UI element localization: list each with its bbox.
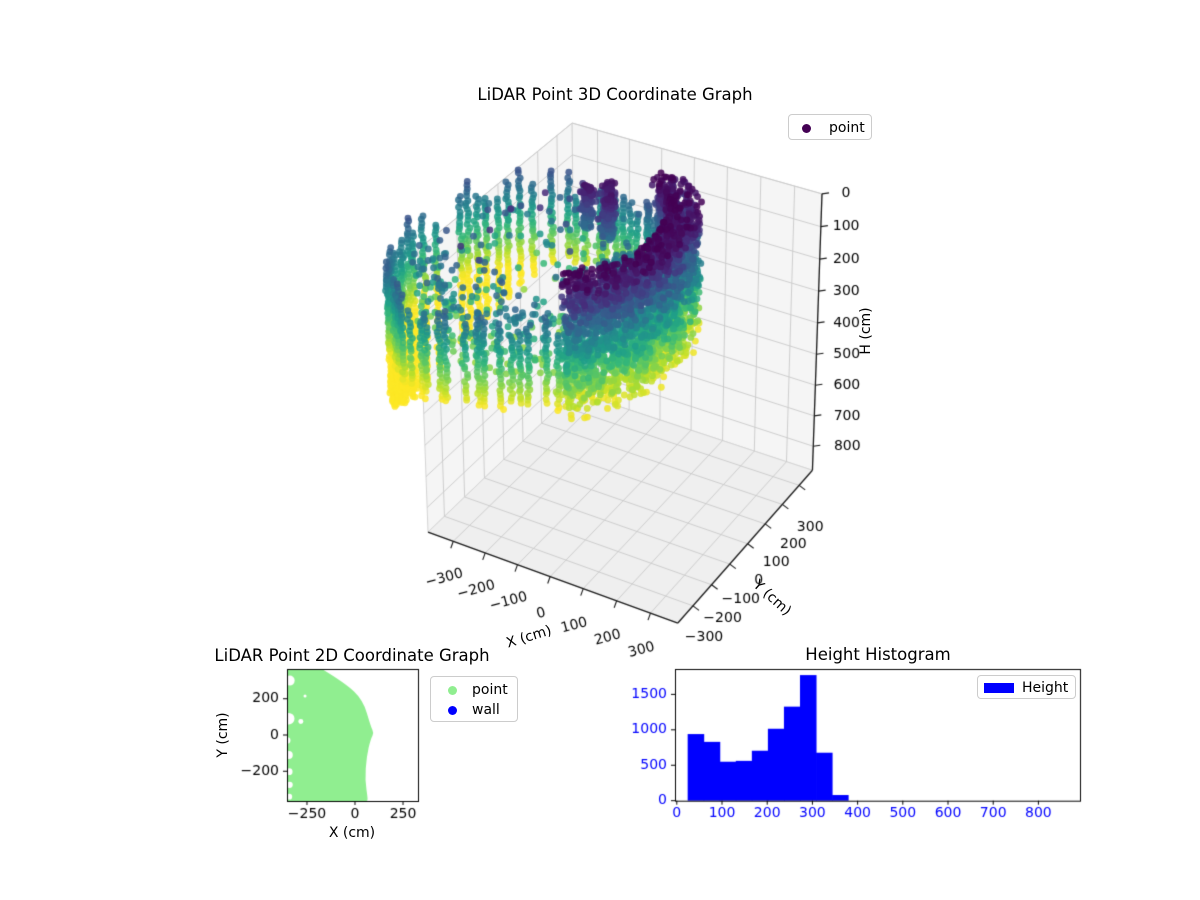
point-marker-icon [802,123,811,133]
plot2d-legend: point wall [430,676,518,722]
legend-label: wall [472,702,500,718]
height-swatch-icon [984,682,1014,693]
hist-title: Height Histogram [805,645,951,664]
hist-legend: Height [977,675,1076,699]
plot3d-legend: point [788,114,872,140]
legend-label: point [472,682,508,698]
plot2d-ylabel: Y (cm) [215,712,231,758]
plot3d-hlabel: H (cm) [858,307,874,355]
legend-item-point: point [448,680,517,700]
point-marker-icon [448,685,457,695]
legend-label: Height [1022,679,1069,696]
legend-label: point [829,120,865,136]
plot2d-xlabel: X (cm) [328,825,376,841]
legend-item-point: point [802,118,871,138]
legend-item-wall: wall [448,700,517,720]
plot3d-title: LiDAR Point 3D Coordinate Graph [477,85,753,104]
plot2d-title: LiDAR Point 2D Coordinate Graph [214,646,490,665]
legend-item-height: Height [984,679,1075,696]
wall-marker-icon [448,705,457,715]
